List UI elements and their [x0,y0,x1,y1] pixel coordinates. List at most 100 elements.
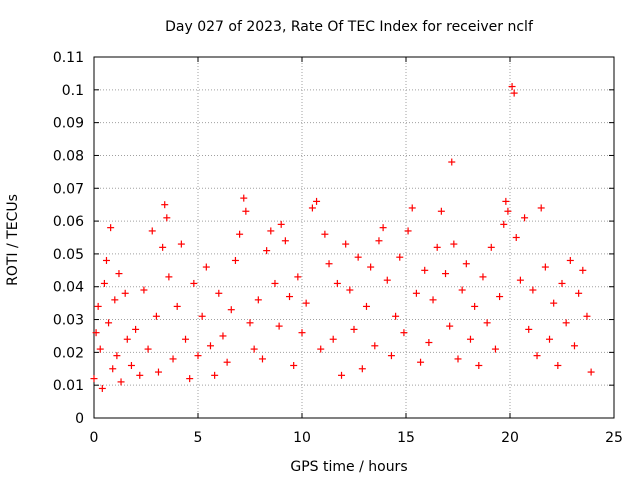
data-point-43 [231,256,239,264]
data-point-72 [350,325,358,333]
data-point-75 [362,302,370,310]
data-point-51 [263,247,271,255]
data-point-67 [329,335,337,343]
data-point-31 [182,335,190,343]
data-point-27 [165,273,173,281]
data-point-13 [117,378,125,386]
data-point-84 [400,329,408,337]
y-tick-label-9: 0.09 [53,116,84,132]
data-point-5 [100,279,108,287]
data-point-40 [219,332,227,340]
data-point-46 [242,207,250,215]
data-point-118 [529,286,537,294]
data-point-71 [346,286,354,294]
data-point-95 [446,322,454,330]
x-tick-label-2: 10 [293,430,311,446]
x-tick-label-0: 0 [90,430,99,446]
data-point-64 [317,345,325,353]
data-point-1 [92,329,100,337]
x-tick-label-1: 5 [194,430,203,446]
data-point-33 [190,279,198,287]
data-point-0 [90,375,98,383]
data-point-23 [154,368,162,376]
data-point-19 [140,286,148,294]
plot-frame [93,56,615,419]
data-point-37 [206,342,214,350]
data-point-99 [458,286,466,294]
data-point-98 [454,355,462,363]
data-point-66 [325,260,333,268]
data-point-68 [333,279,341,287]
data-point-29 [173,302,181,310]
data-point-111 [504,207,512,215]
data-point-104 [479,273,487,281]
data-point-92 [433,243,441,251]
data-point-2 [94,302,102,310]
data-point-81 [387,352,395,360]
data-point-80 [383,276,391,284]
data-point-65 [321,230,329,238]
data-point-127 [566,256,574,264]
data-point-88 [417,358,425,366]
data-point-120 [537,204,545,212]
data-point-57 [286,293,294,301]
data-point-16 [127,361,135,369]
data-point-12 [115,270,123,278]
data-point-4 [98,384,106,392]
data-point-101 [466,335,474,343]
y-tick-label-3: 0.03 [53,313,84,329]
data-point-49 [254,296,262,304]
y-tick-label-4: 0.04 [53,280,84,296]
x-axis-label: GPS time / hours [290,459,407,475]
data-point-128 [570,342,578,350]
data-point-39 [215,289,223,297]
data-point-94 [442,270,450,278]
data-point-45 [240,194,248,202]
y-tick-label-11: 0.11 [53,50,84,66]
x-tick-label-3: 15 [397,430,415,446]
data-point-87 [412,289,420,297]
y-tick-label-10: 0.1 [62,83,84,99]
y-tick-label-1: 0.01 [53,378,84,394]
data-point-116 [521,214,529,222]
data-point-109 [500,220,508,228]
data-point-53 [271,279,279,287]
data-point-117 [525,325,533,333]
data-point-8 [107,224,115,232]
data-point-126 [562,319,570,327]
data-point-121 [541,263,549,271]
data-point-42 [227,306,235,314]
data-point-25 [161,201,169,209]
data-point-78 [375,237,383,245]
data-point-110 [502,197,510,205]
data-point-103 [475,361,483,369]
data-point-26 [163,214,171,222]
data-point-90 [425,339,433,347]
data-point-131 [583,312,591,320]
x-tick-label-5: 25 [605,430,623,446]
data-point-15 [123,335,131,343]
data-point-113 [510,89,518,97]
data-point-6 [102,256,110,264]
data-point-93 [437,207,445,215]
data-point-125 [558,279,566,287]
data-point-77 [371,342,379,350]
data-point-14 [121,289,129,297]
y-tick-label-6: 0.06 [53,214,84,230]
data-point-47 [246,319,254,327]
data-point-10 [111,296,119,304]
data-point-61 [302,299,310,307]
data-point-38 [211,371,219,379]
data-point-56 [281,237,289,245]
y-tick-label-0: 0 [75,411,84,427]
y-tick-label-8: 0.08 [53,148,84,164]
data-point-18 [136,371,144,379]
x-tick-label-4: 20 [501,430,519,446]
data-point-41 [223,358,231,366]
data-point-115 [516,276,524,284]
data-point-69 [338,371,346,379]
data-point-54 [275,322,283,330]
data-point-59 [294,273,302,281]
